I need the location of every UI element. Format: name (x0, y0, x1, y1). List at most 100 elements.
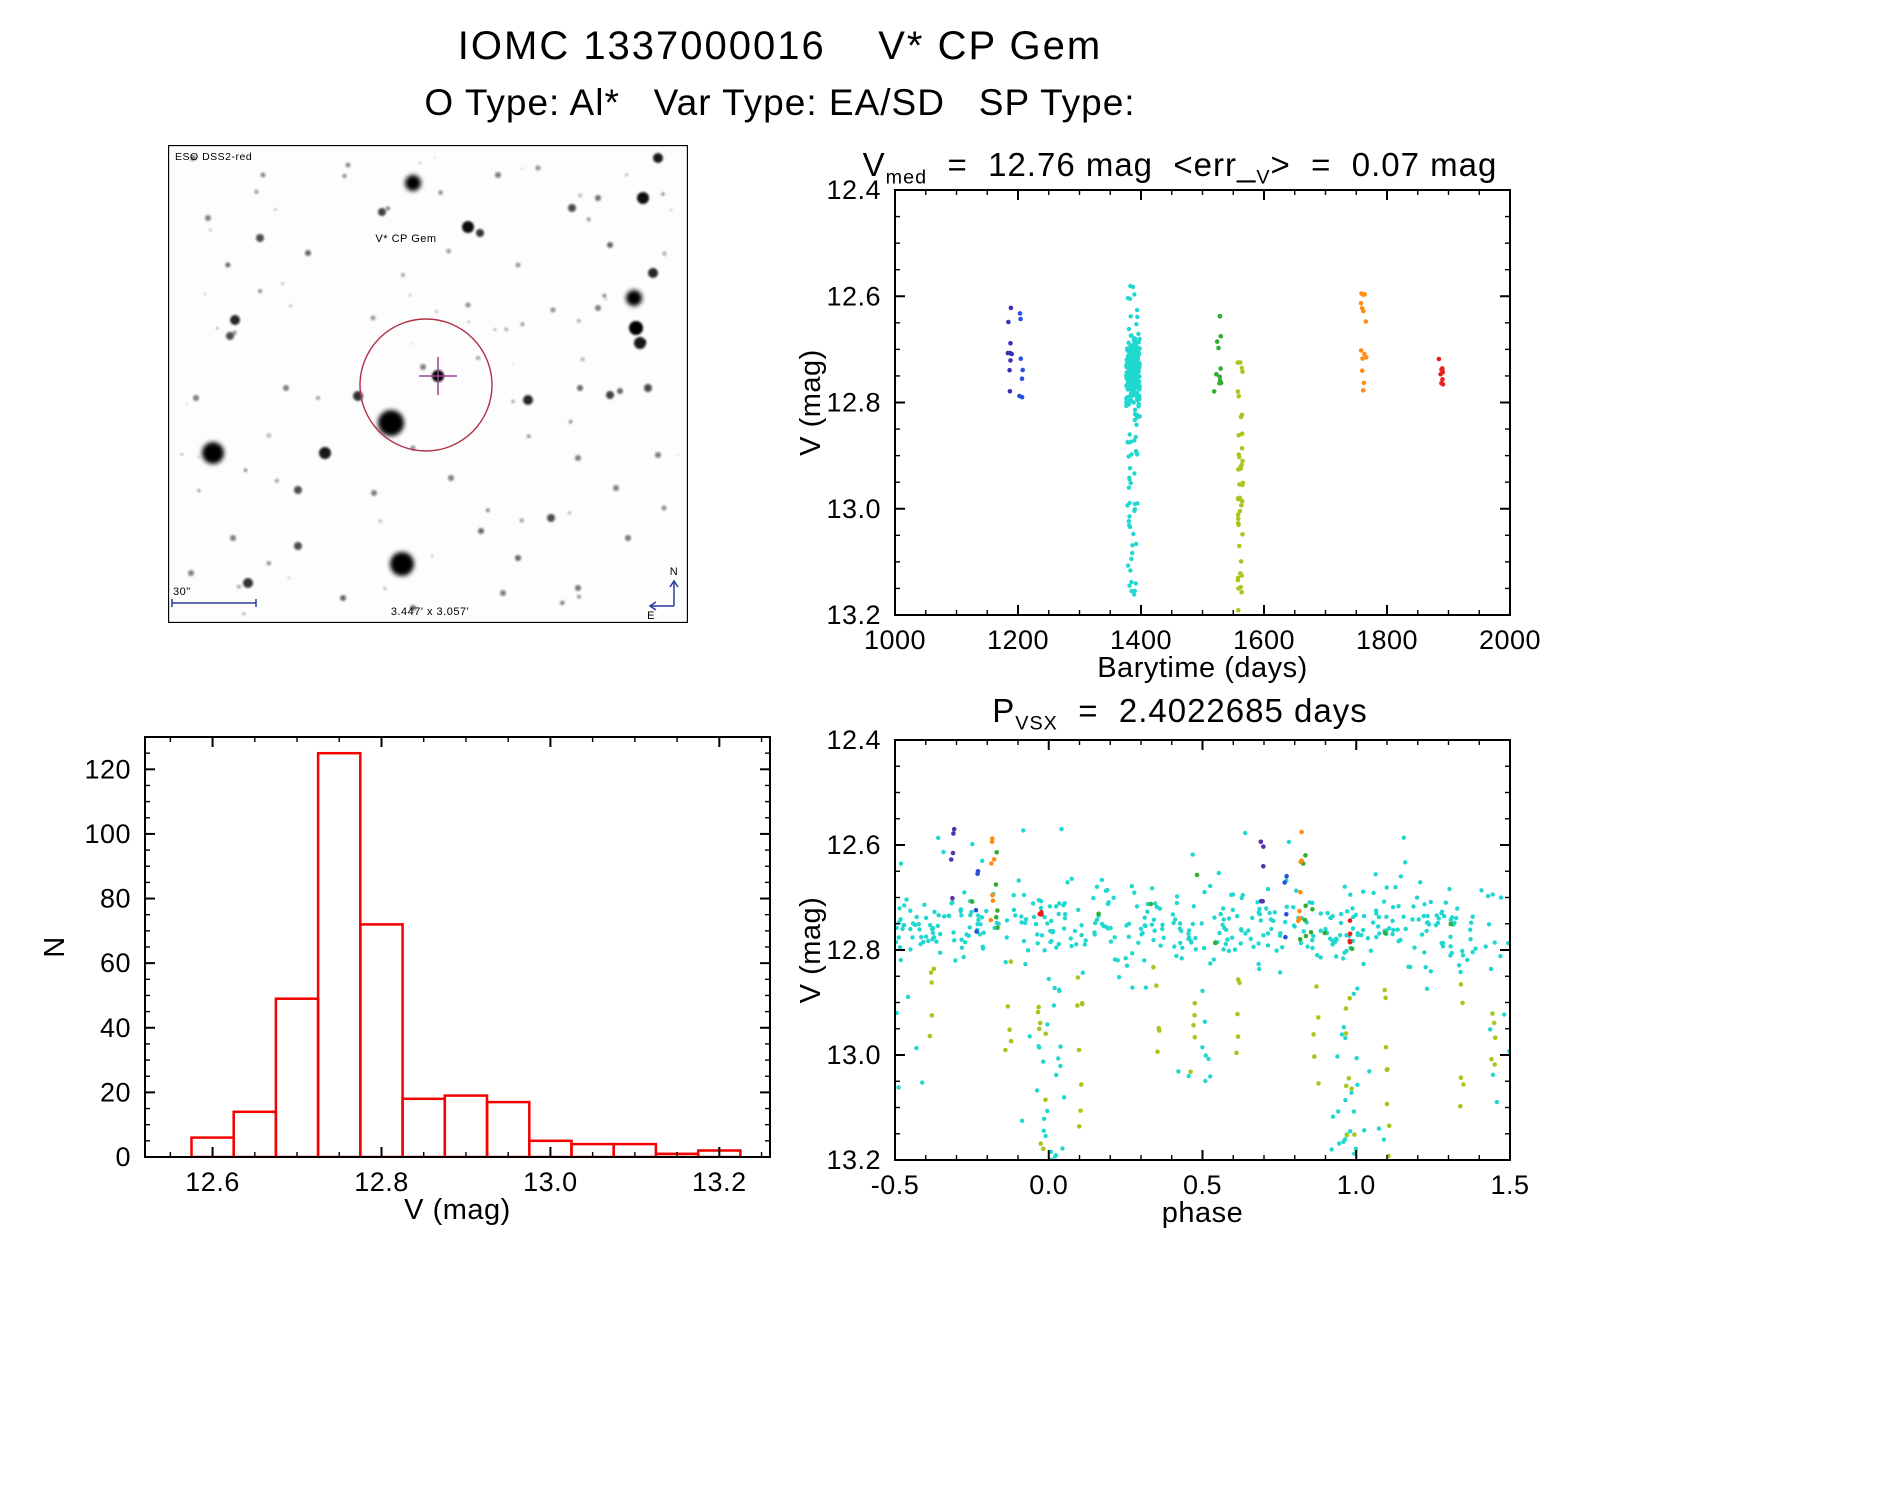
data-point (1152, 901, 1158, 906)
star (230, 315, 240, 325)
data-point (1155, 1049, 1160, 1054)
data-point (1038, 1141, 1043, 1146)
data-point (1072, 928, 1078, 934)
data-point (1361, 961, 1366, 967)
data-point (1027, 1034, 1032, 1039)
data-point (1179, 956, 1184, 961)
data-point (1236, 608, 1241, 613)
star (476, 356, 480, 360)
data-point (1042, 915, 1047, 920)
data-point (1334, 954, 1339, 959)
data-point (1005, 350, 1011, 356)
data-point (1330, 1114, 1336, 1119)
histogram-bar (612, 1142, 658, 1157)
data-point (1217, 378, 1223, 383)
major-ticks (894, 189, 1511, 616)
star (390, 552, 414, 576)
data-point (990, 892, 995, 898)
star (547, 514, 555, 522)
compass-north-arrowhead (669, 579, 679, 588)
page-subtitle: O Type: Al* Var Type: EA/SD SP Type: (424, 82, 1136, 123)
data-point (1246, 928, 1251, 933)
data-point (1051, 1003, 1057, 1008)
data-point (1192, 1001, 1198, 1006)
data-point (1298, 889, 1303, 895)
data-point (1104, 924, 1109, 930)
data-point (1041, 1146, 1046, 1152)
data-point (1422, 950, 1427, 955)
target-circle (359, 318, 493, 452)
faint-star (197, 456, 200, 459)
data-point (1308, 930, 1314, 935)
data-point (1460, 953, 1466, 958)
data-point (1011, 893, 1016, 898)
data-point (1323, 926, 1328, 932)
data-point (1235, 575, 1241, 581)
star (648, 268, 658, 278)
data-point (1131, 592, 1137, 597)
data-point (1362, 1128, 1367, 1133)
data-point (1017, 393, 1022, 399)
data-point (1439, 941, 1444, 946)
data-point (1240, 482, 1245, 488)
minor-ticks (145, 737, 770, 1157)
data-point (1337, 933, 1343, 938)
data-point (1498, 895, 1504, 900)
data-point (1176, 1069, 1181, 1074)
data-point (1335, 1054, 1340, 1059)
data-point (1353, 912, 1358, 918)
data-point (1240, 532, 1245, 537)
data-point (1367, 1069, 1372, 1074)
data-point (1031, 914, 1037, 920)
data-point (1160, 926, 1165, 932)
data-point (959, 937, 964, 942)
data-point (1284, 904, 1289, 909)
data-point (1239, 573, 1244, 578)
data-point (1009, 351, 1014, 357)
data-point (959, 913, 964, 918)
data-point (1039, 933, 1045, 938)
star (500, 590, 506, 596)
data-point (1038, 912, 1044, 917)
data-point (1226, 948, 1232, 954)
data-point (1131, 531, 1136, 537)
data-point (1106, 900, 1111, 905)
data-point (1062, 916, 1068, 921)
data-point (1382, 987, 1387, 993)
data-point (1440, 377, 1445, 382)
x-axis-label: V (mag) (404, 1194, 511, 1226)
data-point (1134, 307, 1140, 313)
star (637, 192, 649, 204)
data-point (990, 898, 996, 903)
major-ticks (894, 739, 1511, 1161)
data-point (936, 913, 941, 918)
data-point (1384, 914, 1389, 919)
y-tick-label: 40 (100, 1013, 131, 1043)
data-point (919, 934, 924, 940)
data-point (1235, 1011, 1240, 1017)
data-point (995, 908, 1000, 913)
data-point (1422, 902, 1427, 907)
data-point (1096, 911, 1101, 917)
data-point (993, 882, 999, 887)
data-point (1125, 357, 1130, 362)
data-point (1076, 1047, 1082, 1053)
data-point (1428, 899, 1433, 905)
data-point (1498, 954, 1503, 959)
data-point (1124, 963, 1130, 968)
plot-area (1005, 283, 1446, 613)
data-point (1022, 920, 1028, 926)
data-point (1177, 921, 1183, 926)
data-point (1112, 935, 1117, 940)
data-point (1056, 941, 1061, 947)
data-point (1021, 828, 1026, 833)
star (535, 165, 541, 171)
star (316, 396, 320, 400)
data-point (1103, 888, 1108, 893)
data-point (1239, 365, 1245, 371)
data-point (1047, 904, 1053, 909)
data-point (1479, 888, 1484, 893)
data-point (1353, 1162, 1357, 1166)
star (575, 455, 581, 461)
data-point (1018, 316, 1023, 322)
